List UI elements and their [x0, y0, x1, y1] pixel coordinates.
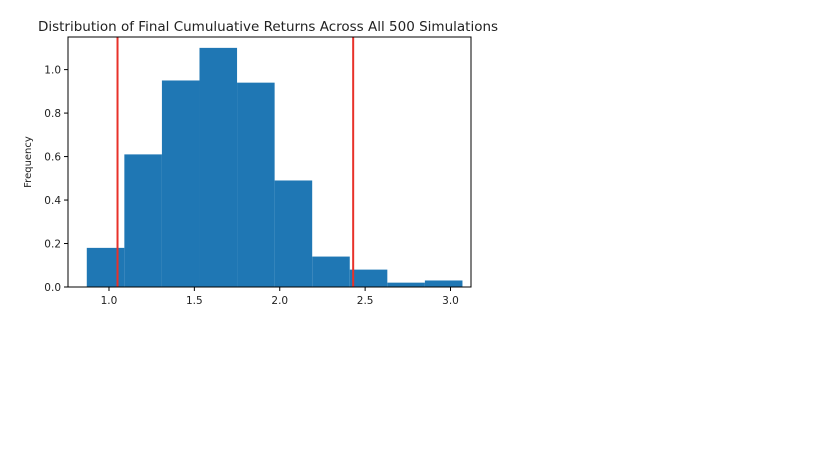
histogram-bar [161, 80, 200, 287]
histogram-bar [237, 82, 275, 287]
histogram-bar [199, 47, 238, 287]
reference-lines [116, 37, 355, 287]
y-tick-label: 1.0 [44, 65, 61, 77]
plot-frame [67, 36, 472, 288]
x-tick-label: 1.0 [101, 295, 118, 307]
histogram-bar [312, 256, 350, 287]
histogram-bar [349, 269, 388, 287]
y-tick-label: 0.2 [44, 239, 61, 251]
x-tick-label: 1.5 [186, 295, 203, 307]
y-tick-label: 0.0 [44, 282, 61, 294]
histogram-bar [424, 280, 463, 287]
y-axis: 0.0 0.2 0.4 0.6 0.8 1.0 [44, 65, 68, 294]
histogram-bars [86, 47, 463, 287]
x-axis: 1.0 1.5 2.0 2.5 3.0 [101, 287, 459, 307]
histogram-bar [86, 247, 125, 287]
histogram-bar [387, 282, 425, 287]
histogram-bar [124, 154, 162, 287]
chart-title: Distribution of Final Cumuluative Return… [38, 19, 498, 35]
y-tick-label: 0.4 [44, 195, 61, 207]
y-tick-label: 0.6 [44, 152, 61, 164]
x-tick-label: 3.0 [442, 295, 459, 307]
histogram-bar [274, 180, 313, 287]
x-tick-label: 2.5 [357, 295, 374, 307]
x-tick-label: 2.0 [271, 295, 288, 307]
y-axis-label: Frequency [23, 136, 34, 188]
y-tick-label: 0.8 [44, 108, 61, 120]
